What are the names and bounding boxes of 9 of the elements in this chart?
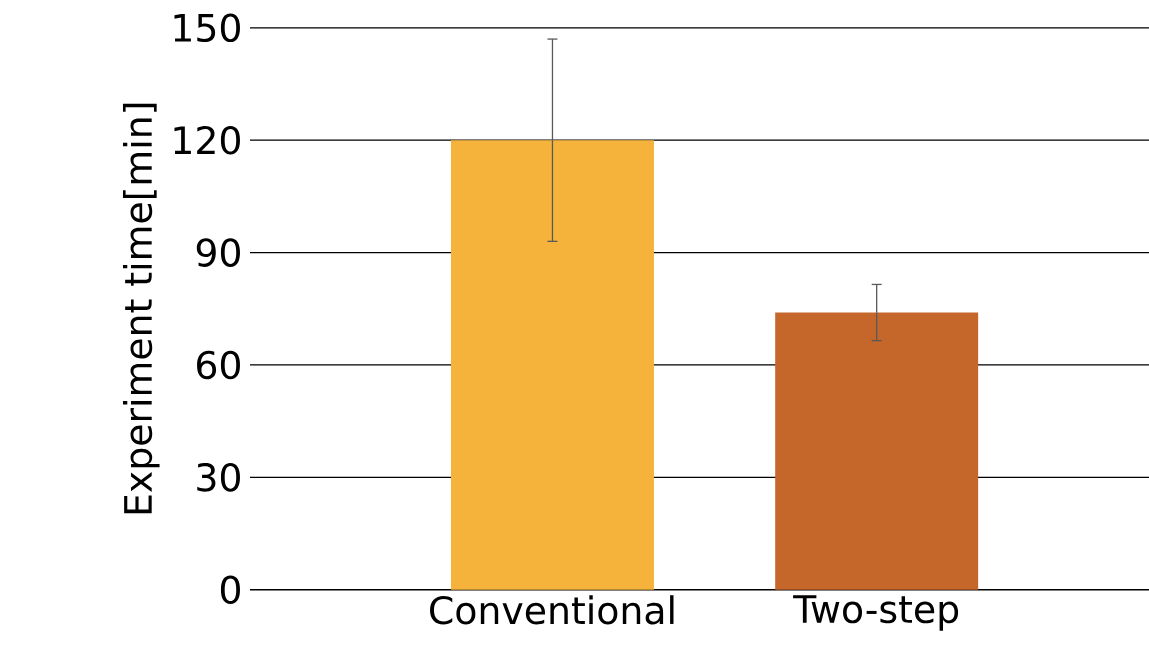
y-axis-title: Experiment time[min]	[122, 103, 160, 514]
y-tick-label: 90	[196, 238, 240, 267]
y-tick-label: 120	[174, 125, 240, 155]
y-tick-label: 60	[197, 350, 240, 380]
x-tick-label: Conventional	[430, 595, 674, 625]
y-tick-label: 0	[220, 575, 240, 604]
y-tick-label: 150	[174, 13, 240, 42]
y-tick-label: 30	[197, 462, 240, 492]
x-tick-label: Two-step	[793, 595, 959, 631]
